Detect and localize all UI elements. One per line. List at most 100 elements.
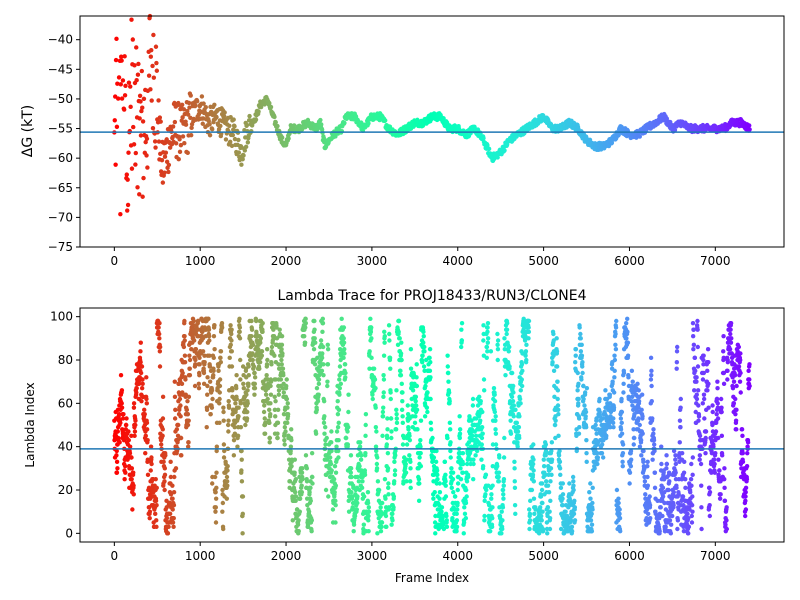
- top-data-point: [247, 113, 252, 119]
- top-data-point: [244, 122, 250, 128]
- bottom-data-point: [580, 359, 585, 365]
- top-data-point: [201, 101, 206, 106]
- bottom-data-point: [354, 507, 359, 512]
- bottom-data-point: [612, 375, 617, 380]
- bottom-data-point: [590, 507, 595, 512]
- bottom-data-point: [501, 492, 506, 497]
- top-data-point: [232, 124, 237, 129]
- bottom-data-point: [563, 509, 568, 514]
- bottom-data-point: [612, 353, 617, 358]
- bottom-data-point: [470, 433, 475, 439]
- bottom-data-point: [154, 518, 159, 523]
- bottom-data-point: [694, 375, 699, 380]
- bottom-data-point: [400, 442, 406, 447]
- bottom-data-point: [210, 481, 215, 486]
- bottom-data-point: [517, 414, 522, 419]
- bottom-data-point: [316, 392, 321, 397]
- bottom-data-point: [483, 492, 488, 497]
- bottom-data-point: [707, 485, 712, 491]
- bottom-data-point: [508, 431, 514, 436]
- bottom-data-point: [320, 320, 326, 326]
- bottom-data-point: [285, 405, 290, 410]
- bottom-data-point: [573, 353, 578, 358]
- bottom-data-point: [428, 396, 433, 402]
- bottom-data-point: [652, 470, 658, 475]
- bottom-data-point: [333, 502, 338, 508]
- bottom-data-point: [513, 511, 518, 517]
- bottom-data-point: [407, 433, 412, 439]
- bottom-data-point: [624, 336, 629, 341]
- bottom-data-point: [627, 470, 633, 475]
- bottom-data-point: [512, 485, 518, 491]
- bottom-data-point: [183, 377, 188, 382]
- top-data-point: [131, 142, 137, 147]
- bottom-data-point: [435, 476, 440, 482]
- bottom-data-point: [417, 481, 422, 486]
- bottom-data-point: [240, 531, 245, 536]
- top-data-point: [170, 124, 176, 129]
- bottom-data-point: [473, 433, 479, 439]
- bottom-data-point: [262, 431, 268, 436]
- bottom-data-point: [285, 411, 291, 417]
- bottom-data-point: [268, 411, 273, 417]
- bottom-data-point: [388, 396, 393, 402]
- bottom-data-point: [238, 401, 243, 406]
- bottom-data-point: [336, 420, 341, 426]
- bottom-data-point: [359, 453, 364, 458]
- bottom-data-point: [668, 531, 674, 536]
- bottom-data-point: [485, 329, 490, 335]
- bottom-data-point: [260, 329, 265, 335]
- bottom-data-point: [518, 388, 523, 393]
- bottom-data-point: [182, 318, 187, 324]
- bottom-data-point: [689, 483, 694, 488]
- bottom-data-point: [451, 489, 456, 495]
- bottom-data-point: [221, 526, 226, 532]
- bottom-data-point: [211, 372, 216, 378]
- bottom-data-point: [584, 450, 589, 456]
- top-data-point: [126, 80, 132, 85]
- bottom-data-point: [127, 450, 133, 456]
- bottom-data-point: [555, 403, 561, 408]
- bottom-data-point: [114, 459, 120, 465]
- bottom-data-point: [177, 396, 183, 402]
- bottom-data-point: [320, 344, 326, 350]
- bottom-data-point: [628, 463, 634, 469]
- bottom-data-point: [427, 368, 433, 374]
- bottom-data-point: [142, 407, 147, 413]
- bottom-data-point: [282, 437, 287, 443]
- bottom-data-point: [618, 427, 624, 432]
- bottom-data-point: [118, 420, 123, 426]
- bottom-data-point: [221, 455, 227, 460]
- bottom-data-point: [696, 414, 702, 419]
- bottom-data-point: [126, 437, 131, 443]
- bottom-data-point: [526, 507, 532, 512]
- bottom-data-point: [444, 524, 450, 530]
- bottom-data-point: [686, 524, 692, 530]
- bottom-data-point: [695, 388, 701, 393]
- bottom-data-point: [636, 388, 641, 393]
- top-data-point: [228, 139, 233, 144]
- bottom-data-point: [226, 429, 231, 434]
- bottom-data-point: [642, 479, 648, 484]
- bottom-data-point: [455, 507, 460, 512]
- bottom-data-point: [495, 331, 500, 337]
- bottom-data-point: [706, 381, 711, 387]
- bottom-data-point: [130, 507, 135, 512]
- bottom-data-point: [548, 479, 553, 484]
- bottom-data-point: [208, 411, 213, 417]
- bottom-data-point: [611, 424, 616, 430]
- bottom-data-point: [309, 528, 314, 534]
- bottom-data-point: [541, 463, 547, 469]
- bottom-data-point: [138, 340, 143, 345]
- bottom-data-point: [428, 420, 433, 426]
- bottom-data-point: [619, 420, 624, 426]
- bottom-data-point: [639, 407, 644, 413]
- bottom-data-point: [381, 405, 386, 410]
- top-data-point: [212, 102, 217, 108]
- bottom-data-point: [590, 500, 595, 506]
- bottom-data-point: [501, 496, 506, 501]
- bottom-data-point: [618, 416, 624, 421]
- bottom-data-point: [434, 468, 440, 473]
- bottom-data-point: [413, 394, 419, 400]
- bottom-data-point: [678, 424, 683, 430]
